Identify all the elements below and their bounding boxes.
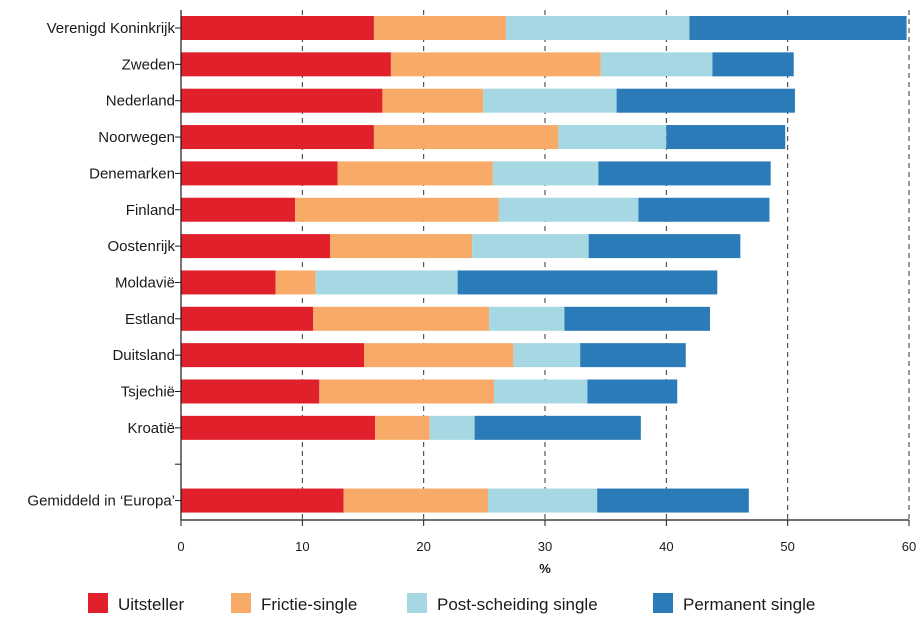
category-label-nederland: Nederland [106, 93, 175, 110]
bar-uitsteller-tsjechie [181, 379, 320, 404]
bar-post-scheiding-single-moldavie [315, 270, 458, 295]
bar-uitsteller-nederland [181, 88, 383, 113]
bar-post-scheiding-single-finland [498, 197, 639, 222]
x-tick-label-10: 10 [295, 539, 309, 554]
category-label-tsjechie: Tsjechië [121, 384, 175, 401]
bar-permanent-single-nederland [616, 88, 795, 113]
category-label-gemiddeld-in-europa: Gemiddeld in ‘Europa’ [27, 493, 175, 510]
legend-label-post-scheiding-single: Post-scheiding single [437, 595, 598, 614]
bar-frictie-single-tsjechie [319, 379, 495, 404]
bar-frictie-single-denemarken [337, 161, 493, 186]
bar-permanent-single-oostenrijk [588, 234, 741, 259]
category-label-moldavie: Moldavië [115, 274, 175, 291]
bar-post-scheiding-single-verenigd-koninkrijk [506, 16, 690, 40]
bar-post-scheiding-single-noorwegen [558, 125, 667, 150]
x-tick-label-20: 20 [416, 539, 430, 554]
bar-uitsteller-estland [181, 306, 314, 331]
bar-post-scheiding-single-denemarken [492, 161, 599, 186]
x-tick-label-40: 40 [659, 539, 673, 554]
bar-frictie-single-noorwegen [373, 125, 559, 150]
bar-permanent-single-gemiddeld-in-europa [597, 488, 749, 513]
bar-post-scheiding-single-gemiddeld-in-europa [487, 488, 598, 513]
category-label-verenigd-koninkrijk: Verenigd Koninkrijk [47, 20, 176, 37]
bar-permanent-single-zweden [712, 52, 794, 77]
legend-label-frictie-single: Frictie-single [261, 595, 357, 614]
bar-uitsteller-moldavie [181, 270, 276, 295]
bar-uitsteller-denemarken [181, 161, 338, 186]
category-label-noorwegen: Noorwegen [98, 129, 175, 146]
category-label-denemarken: Denemarken [89, 165, 175, 182]
bar-post-scheiding-single-zweden [600, 52, 713, 77]
legend-swatch-permanent-single [653, 593, 673, 613]
bar-permanent-single-estland [564, 306, 711, 331]
bar-uitsteller-noorwegen [181, 125, 374, 150]
bar-permanent-single-moldavie [457, 270, 718, 295]
bar-permanent-single-kroatie [474, 415, 641, 440]
category-labels: Verenigd Koninkrijk Zweden Nederland Noorwe… [27, 20, 175, 510]
bar-permanent-single-noorwegen [666, 125, 786, 150]
axes [175, 10, 910, 526]
bar-post-scheiding-single-tsjechie [494, 379, 588, 404]
bar-permanent-single-finland [638, 197, 770, 222]
bar-uitsteller-verenigd-koninkrijk [181, 16, 374, 40]
legend: Uitsteller Frictie-single Post-scheiding s… [88, 593, 815, 614]
bar-uitsteller-kroatie [181, 415, 376, 440]
legend-swatch-uitsteller [88, 593, 108, 613]
x-tick-label-0: 0 [177, 539, 184, 554]
bar-frictie-single-moldavie [275, 270, 316, 295]
category-label-kroatie: Kroatië [127, 420, 175, 437]
bar-uitsteller-duitsland [181, 343, 365, 368]
bar-permanent-single-verenigd-koninkrijk [689, 16, 907, 40]
bar-permanent-single-duitsland [580, 343, 686, 368]
bar-post-scheiding-single-kroatie [429, 415, 475, 440]
bar-permanent-single-denemarken [598, 161, 771, 186]
bar-uitsteller-gemiddeld-in-europa [181, 488, 344, 513]
x-tick-labels: 0 10 20 30 40 50 60 [177, 539, 916, 554]
x-tick-label-60: 60 [902, 539, 916, 554]
bars [181, 16, 907, 513]
x-tick-label-50: 50 [780, 539, 794, 554]
legend-swatch-post-scheiding-single [407, 593, 427, 613]
bar-post-scheiding-single-oostenrijk [472, 234, 589, 259]
bar-post-scheiding-single-estland [489, 306, 565, 331]
bar-frictie-single-finland [295, 197, 499, 222]
bar-frictie-single-verenigd-koninkrijk [373, 16, 507, 40]
bar-frictie-single-oostenrijk [330, 234, 473, 259]
bar-frictie-single-zweden [390, 52, 601, 77]
gridlines [301, 10, 910, 520]
bar-uitsteller-oostenrijk [181, 234, 331, 259]
category-label-estland: Estland [125, 311, 175, 328]
bar-post-scheiding-single-duitsland [513, 343, 581, 368]
x-tick-label-30: 30 [538, 539, 552, 554]
category-label-zweden: Zweden [122, 56, 175, 73]
bar-permanent-single-tsjechie [587, 379, 678, 404]
category-label-finland: Finland [126, 202, 175, 219]
legend-swatch-frictie-single [231, 593, 251, 613]
bar-frictie-single-kroatie [375, 415, 430, 440]
bar-post-scheiding-single-nederland [483, 88, 617, 113]
legend-label-uitsteller: Uitsteller [118, 595, 184, 614]
bar-frictie-single-gemiddeld-in-europa [343, 488, 488, 513]
bar-uitsteller-finland [181, 197, 296, 222]
legend-label-permanent-single: Permanent single [683, 595, 815, 614]
bar-frictie-single-estland [313, 306, 490, 331]
bar-uitsteller-zweden [181, 52, 391, 77]
category-label-duitsland: Duitsland [112, 347, 175, 364]
x-axis-title: % [539, 561, 551, 576]
category-label-oostenrijk: Oostenrijk [107, 238, 175, 255]
bar-frictie-single-duitsland [364, 343, 514, 368]
bar-frictie-single-nederland [382, 88, 484, 113]
